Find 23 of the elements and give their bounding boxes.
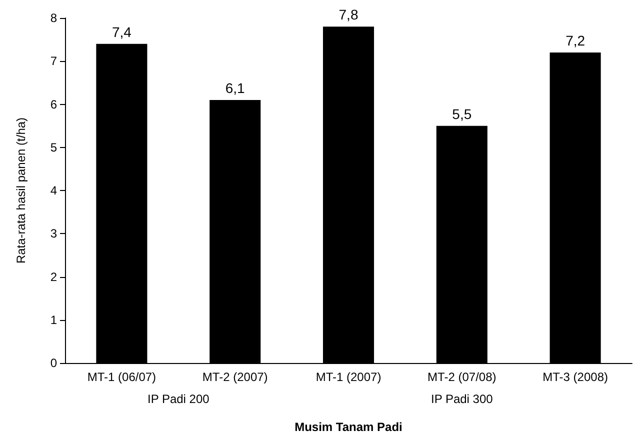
data-label: 6,1	[225, 80, 246, 96]
y-tick-label: 8	[50, 11, 58, 25]
y-tick-label: 0	[50, 356, 58, 370]
x-axis-title: Musim Tanam Padi	[294, 420, 402, 434]
x-tick-label: MT-3 (2008)	[542, 370, 608, 384]
y-tick-label: 5	[50, 140, 58, 154]
x-tick-label: MT-1 (2007)	[316, 370, 382, 384]
y-tick-label: 4	[50, 184, 58, 198]
data-label: 7,2	[566, 32, 586, 48]
data-label: 7,4	[112, 24, 132, 40]
text: IP Padi 300	[430, 392, 494, 406]
x-tick-label: MT-2 (07/08)	[428, 370, 496, 384]
data-label: 7,8	[338, 6, 358, 23]
y-tick-label: 6	[50, 97, 58, 112]
text: IP Padi 200	[147, 392, 210, 406]
y-tick-label: 2	[50, 270, 58, 284]
y-tick-label: 3	[50, 226, 58, 241]
y-axis-title: Rata-rata hasil panen (t/ha)	[14, 117, 28, 264]
x-tick-label: MT-2 (2007)	[202, 370, 268, 384]
y-tick-label: 1	[50, 312, 58, 327]
data-label: 5,5	[452, 106, 472, 122]
x-tick-label: MT-1 (06/07)	[87, 370, 156, 384]
y-tick-label: 7	[50, 54, 58, 68]
